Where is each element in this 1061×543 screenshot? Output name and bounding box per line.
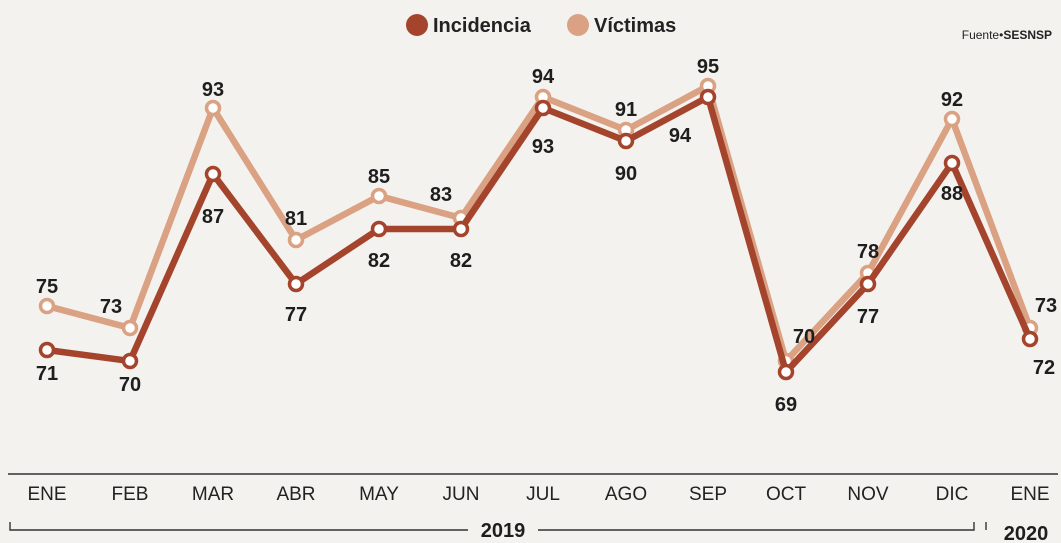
incidencia-point-6 [537,102,550,115]
x-tick-oct: OCT [766,484,807,505]
x-tick-mar: MAR [192,484,234,505]
incidencia-point-9 [780,366,793,379]
incidencia-label-0: 71 [36,363,58,385]
x-tick-jun: JUN [443,484,480,505]
legend-victimas-marker [567,14,589,36]
source-note: Fuente•SESNSP [962,28,1052,42]
year-groups: 2019 2020 [10,520,1048,543]
victimas-point-1 [124,322,137,335]
victimas-label-10: 78 [857,241,879,263]
incidencia-point-7 [620,135,633,148]
incidencia-point-12 [1024,333,1037,346]
legend-incidencia-label: Incidencia [433,15,532,37]
year-2019-label: 2019 [481,520,526,542]
x-tick-ago: AGO [605,484,647,505]
legend-victimas-label: Víctimas [594,15,676,37]
incidencia-label-7: 90 [615,163,637,185]
victimas-label-11: 92 [941,89,963,111]
incidencia-label-2: 87 [202,206,224,228]
victimas-label-7: 91 [615,99,637,121]
incidencia-point-2 [207,168,220,181]
source-name: SESNSP [1003,28,1052,42]
incidencia-label-11: 88 [941,183,963,205]
x-tick-ene-2020: ENE [1010,484,1049,505]
x-tick-dic: DIC [936,484,969,505]
incidencia-label-1: 70 [119,374,141,396]
year-2020-label: 2020 [1004,523,1049,543]
x-tick-feb: FEB [112,484,149,505]
victimas-label-1: 73 [100,296,122,318]
incidencia-point-8 [702,91,715,104]
incidencia-label-5: 82 [450,250,472,272]
victimas-label-3: 81 [285,208,307,230]
x-tick-labels: ENE FEB MAR ABR MAY JUN JUL AGO SEP OCT NOV DIC ENE [27,484,1049,505]
x-tick-sep: SEP [689,484,727,505]
incidencia-label-9: 69 [775,394,797,416]
victimas-label-2: 93 [202,79,224,101]
victimas-label-12: 73 [1035,295,1057,317]
victimas-label-0: 75 [36,276,58,298]
incidencia-point-3 [290,278,303,291]
x-tick-may: MAY [359,484,399,505]
incidencia-point-4 [373,223,386,236]
source-prefix: Fuente• [962,28,1004,42]
victimas-label-4: 85 [368,166,390,188]
victimas-label-8: 95 [697,56,719,78]
legend-incidencia-marker [406,14,428,36]
incidencia-label-4: 82 [368,250,390,272]
victimas-point-2 [207,102,220,115]
incidencia-point-10 [862,278,875,291]
incidencia-label-10: 77 [857,306,879,328]
victimas-label-6: 94 [532,66,555,88]
incidencia-point-0 [41,344,54,357]
incidencia-label-8: 94 [669,125,692,147]
x-tick-jul: JUL [526,484,560,505]
victimas-label-5: 83 [430,184,452,206]
legend: Incidencia Víctimas [406,14,676,37]
series-layer [41,80,1037,379]
victimas-point-3 [290,234,303,247]
incidencia-label-6: 93 [532,136,554,158]
incidencia-label-12: 72 [1033,357,1055,379]
incidencia-point-1 [124,355,137,368]
x-tick-ene: ENE [27,484,66,505]
victimas-point-0 [41,300,54,313]
victimas-point-4 [373,190,386,203]
x-tick-nov: NOV [847,484,889,505]
victimas-label-9: 70 [793,326,815,348]
incidencia-label-3: 77 [285,304,307,326]
incidencia-point-5 [455,223,468,236]
victimas-point-11 [946,113,959,126]
x-tick-abr: ABR [276,484,315,505]
incidencia-point-11 [946,157,959,170]
